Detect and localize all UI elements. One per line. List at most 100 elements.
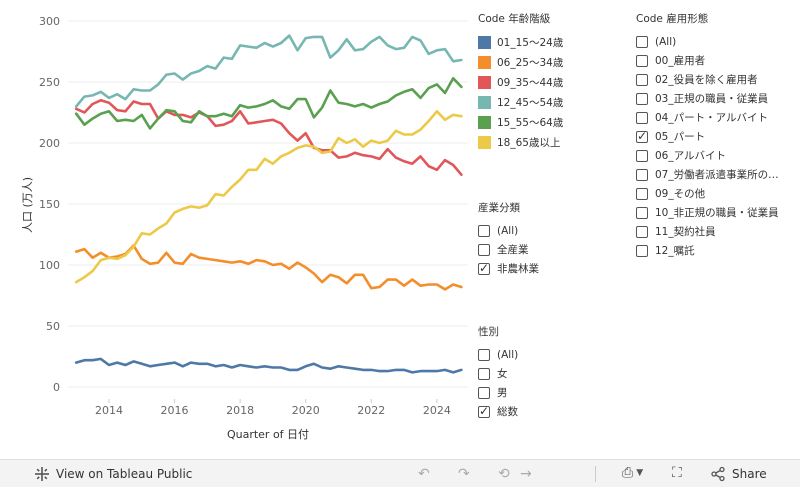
- checkbox-unchecked[interactable]: [636, 149, 648, 162]
- checkbox-unchecked[interactable]: [636, 168, 648, 181]
- legend-label: 18_65歳以上: [497, 136, 561, 149]
- filter-option-label: 10_非正規の職員・従業員: [655, 207, 779, 219]
- redo-icon[interactable]: ↷: [458, 466, 470, 482]
- checkbox-unchecked[interactable]: [478, 348, 490, 361]
- filter-option-label: 非農林業: [497, 263, 539, 275]
- tableau-icon: [35, 466, 49, 481]
- employment-filter: Code 雇用形態 (All) 00_雇用者 02_役員を除く雇用者 03_正規の職員…: [636, 12, 796, 260]
- y-tick-label: 0: [53, 381, 60, 394]
- series-line-5[interactable]: [74, 110, 463, 284]
- view-on-tableau-label: View on Tableau Public: [56, 466, 193, 481]
- industry-filter-option[interactable]: 全産業: [478, 240, 628, 259]
- x-axis-title: Quarter of 日付: [227, 428, 309, 441]
- legend-swatch: [478, 95, 491, 109]
- series-lines[interactable]: [74, 34, 463, 374]
- legend-label: 06_25〜34歳: [497, 56, 564, 69]
- checkbox-checked[interactable]: [478, 404, 490, 418]
- employment-filter-option[interactable]: 09_その他: [636, 184, 796, 203]
- y-tick-label: 250: [39, 76, 60, 89]
- checkbox-unchecked[interactable]: [636, 225, 648, 238]
- legend-swatch: [478, 55, 491, 69]
- x-tick-label: 2018: [226, 404, 254, 417]
- series-line-2[interactable]: [74, 99, 463, 176]
- sex-filter-option[interactable]: 男: [478, 383, 628, 402]
- employment-filter-option[interactable]: 10_非正規の職員・従業員: [636, 203, 796, 222]
- checkbox-unchecked[interactable]: [636, 187, 648, 200]
- download-icon[interactable]: ⎙ ▼: [622, 465, 644, 481]
- legend-item[interactable]: 15_55〜64歳: [478, 112, 628, 132]
- filter-option-label: 04_パート・アルバイト: [655, 112, 769, 124]
- checkbox-unchecked[interactable]: [478, 386, 490, 399]
- share-label: Share: [732, 467, 767, 481]
- checkbox-unchecked[interactable]: [636, 206, 648, 219]
- employment-filter-option[interactable]: 05_パート: [636, 127, 796, 146]
- legend-item[interactable]: 12_45〜54歳: [478, 92, 628, 112]
- filter-option-label: 00_雇用者: [655, 55, 706, 67]
- share-icon: [711, 466, 725, 482]
- legend-label: 09_35〜44歳: [497, 76, 564, 89]
- filter-option-label: 11_契約社員: [655, 226, 716, 238]
- forward-icon[interactable]: →: [520, 466, 532, 482]
- filter-option-label: 女: [497, 368, 508, 380]
- employment-filter-option[interactable]: 07_労働者派遣事業所の…: [636, 165, 796, 184]
- checkbox-unchecked[interactable]: [478, 367, 490, 380]
- fullscreen-icon[interactable]: ⛶: [672, 465, 682, 481]
- x-tick-label: 2024: [423, 404, 451, 417]
- filter-option-label: 全産業: [497, 244, 529, 256]
- checkbox-unchecked[interactable]: [636, 244, 648, 257]
- legend-swatch: [478, 35, 491, 49]
- series-line-3[interactable]: [74, 34, 463, 108]
- y-axis-title: 人口 (万人): [21, 177, 34, 233]
- employment-filter-option[interactable]: 00_雇用者: [636, 51, 796, 70]
- legend-swatch: [478, 115, 491, 129]
- legend-item[interactable]: 06_25〜34歳: [478, 52, 628, 72]
- legend-item[interactable]: 18_65歳以上: [478, 132, 628, 152]
- checkbox-unchecked[interactable]: [636, 54, 648, 67]
- industry-filter-option[interactable]: 非農林業: [478, 259, 628, 278]
- filter-option-label: 総数: [497, 406, 518, 418]
- checkbox-checked[interactable]: [636, 129, 648, 143]
- checkbox-unchecked[interactable]: [636, 92, 648, 105]
- industry-filter-option[interactable]: (All): [478, 221, 628, 240]
- color-legend: Code 年齢階級 01_15〜24歳 06_25〜34歳 09_35〜44歳 12_…: [478, 12, 628, 152]
- share-button[interactable]: Share: [710, 460, 767, 487]
- employment-filter-option[interactable]: 12_嘱託: [636, 241, 796, 260]
- y-tick-label: 300: [39, 15, 60, 28]
- filter-option-label: 05_パート: [655, 131, 706, 143]
- legend-item[interactable]: 09_35〜44歳: [478, 72, 628, 92]
- x-tick-label: 2020: [292, 404, 320, 417]
- undo-icon[interactable]: ↶: [418, 466, 430, 482]
- employment-filter-option[interactable]: 11_契約社員: [636, 222, 796, 241]
- filter-option-label: (All): [497, 224, 519, 237]
- employment-filter-option[interactable]: 03_正規の職員・従業員: [636, 89, 796, 108]
- checkbox-unchecked[interactable]: [636, 111, 648, 124]
- series-line-1[interactable]: [74, 244, 463, 291]
- checkbox-unchecked[interactable]: [478, 224, 490, 237]
- employment-filter-option[interactable]: 06_アルバイト: [636, 146, 796, 165]
- legend-label: 01_15〜24歳: [497, 36, 564, 49]
- y-tick-label: 50: [46, 320, 60, 333]
- sex-filter-option[interactable]: (All): [478, 345, 628, 364]
- checkbox-checked[interactable]: [478, 261, 490, 275]
- checkbox-unchecked[interactable]: [636, 73, 648, 86]
- sex-filter-option[interactable]: 女: [478, 364, 628, 383]
- tableau-toolbar: View on Tableau Public ↶ ↷ ⟲ → ⎙ ▼ ⛶ Shar…: [0, 459, 800, 487]
- checkbox-unchecked[interactable]: [636, 35, 648, 48]
- y-tick-label: 200: [39, 137, 60, 150]
- legend-swatch: [478, 135, 491, 149]
- series-line-4[interactable]: [74, 77, 463, 130]
- employment-filter-option[interactable]: 02_役員を除く雇用者: [636, 70, 796, 89]
- view-on-tableau-link[interactable]: View on Tableau Public: [34, 466, 192, 482]
- sex-filter: 性別 (All) 女男総数: [478, 325, 628, 421]
- filter-option-label: 12_嘱託: [655, 245, 695, 257]
- chevron-down-icon: ▼: [636, 468, 644, 478]
- revert-icon[interactable]: ⟲: [498, 466, 510, 482]
- toolbar-divider: [595, 466, 596, 482]
- employment-filter-option[interactable]: 04_パート・アルバイト: [636, 108, 796, 127]
- employment-filter-option[interactable]: (All): [636, 32, 796, 51]
- checkbox-unchecked[interactable]: [478, 243, 490, 256]
- series-line-0[interactable]: [74, 357, 463, 374]
- sex-filter-option[interactable]: 総数: [478, 402, 628, 421]
- legend-item[interactable]: 01_15〜24歳: [478, 32, 628, 52]
